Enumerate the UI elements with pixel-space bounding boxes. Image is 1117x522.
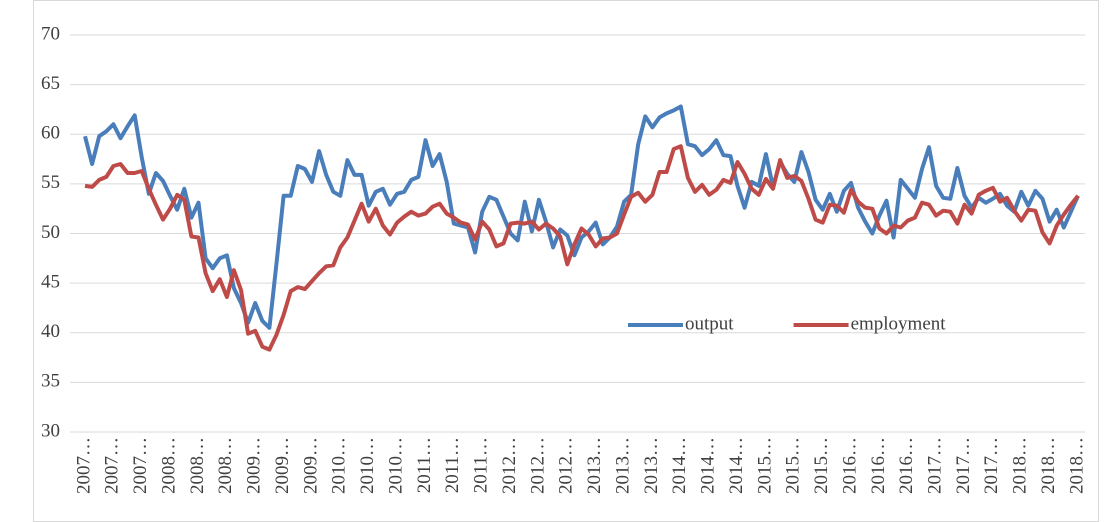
x-tick-label: 2013… bbox=[612, 437, 633, 494]
x-tick-label: 2015… bbox=[783, 437, 804, 494]
x-tick-label: 2012… bbox=[527, 437, 548, 494]
legend-label: employment bbox=[851, 313, 947, 334]
x-tick-label: 2012… bbox=[499, 437, 520, 494]
y-tick-label: 70 bbox=[41, 23, 60, 44]
x-tick-label: 2014… bbox=[669, 437, 690, 494]
x-tick-label: 2015… bbox=[811, 437, 832, 494]
x-tick-label: 2008… bbox=[187, 437, 208, 494]
x-tick-label: 2010… bbox=[385, 437, 406, 494]
x-tick-label: 2007… bbox=[73, 437, 94, 494]
x-tick-label: 2011… bbox=[471, 437, 492, 493]
x-tick-label: 2015… bbox=[754, 437, 775, 494]
y-tick-label: 65 bbox=[41, 73, 60, 94]
line-series bbox=[84, 144, 1080, 352]
y-tick-label: 60 bbox=[41, 123, 60, 144]
x-tick-label: 2014… bbox=[698, 437, 719, 494]
x-tick-label: 2018… bbox=[1066, 437, 1087, 494]
y-tick-label: 40 bbox=[41, 321, 60, 342]
x-tick-label: 2009… bbox=[300, 437, 321, 494]
x-tick-label: 2018… bbox=[1010, 437, 1031, 494]
x-tick-label: 2007… bbox=[102, 437, 123, 494]
x-tick-label: 2016… bbox=[839, 437, 860, 494]
x-tick-label: 2017… bbox=[953, 437, 974, 494]
legend-label: output bbox=[685, 313, 734, 334]
y-tick-label: 50 bbox=[41, 222, 60, 243]
x-tick-label: 2007… bbox=[130, 437, 151, 494]
x-tick-label: 2011… bbox=[414, 437, 435, 493]
x-tick-label: 2010… bbox=[357, 437, 378, 494]
x-tick-label: 2018… bbox=[1038, 437, 1059, 494]
x-tick-label: 2009… bbox=[244, 437, 265, 494]
x-tick-label: 2008… bbox=[158, 437, 179, 494]
x-tick-label: 2013… bbox=[584, 437, 605, 494]
x-tick-label: 2014… bbox=[726, 437, 747, 494]
x-tick-label: 2016… bbox=[868, 437, 889, 494]
y-tick-label: 30 bbox=[41, 420, 60, 441]
x-tick-label: 2010… bbox=[329, 437, 350, 494]
y-tick-label: 35 bbox=[41, 371, 60, 392]
line-series bbox=[83, 104, 1080, 330]
x-tick-label: 2016… bbox=[896, 437, 917, 494]
y-tick-label: 55 bbox=[41, 172, 60, 193]
x-tick-label: 2013… bbox=[641, 437, 662, 494]
x-tick-label: 2017… bbox=[981, 437, 1002, 494]
x-tick-label: 2011… bbox=[442, 437, 463, 493]
y-tick-label: 45 bbox=[41, 271, 60, 292]
x-tick-label: 2017… bbox=[925, 437, 946, 494]
x-tick-label: 2009… bbox=[272, 437, 293, 494]
x-tick-label: 2008… bbox=[215, 437, 236, 494]
x-tick-label: 2012… bbox=[556, 437, 577, 494]
